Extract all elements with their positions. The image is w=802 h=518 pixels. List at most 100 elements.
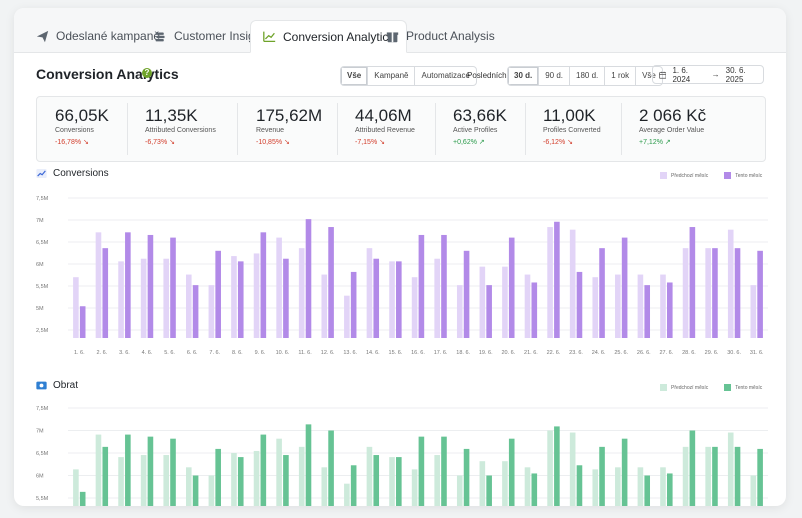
type-filter: Vše Kampaně Automatizace xyxy=(340,66,477,86)
bar-this-month xyxy=(305,424,312,506)
bar-this-month xyxy=(463,250,470,338)
kpi-label: Active Profiles xyxy=(453,127,498,134)
bar-previous-month xyxy=(185,274,192,338)
conversions-legend: Předchozí měsíc Tento měsíc xyxy=(660,172,762,179)
bar-this-month xyxy=(237,261,244,338)
bar-this-month xyxy=(237,457,244,506)
kpi-value: 11,35K xyxy=(145,106,198,125)
bar-this-month xyxy=(666,282,673,338)
x-tick-label: 19. 6. xyxy=(479,350,493,354)
bar-this-month xyxy=(734,248,741,338)
bar-previous-month xyxy=(592,469,599,506)
bar-previous-month xyxy=(163,455,170,506)
bar-this-month xyxy=(644,475,651,506)
bar-this-month xyxy=(147,234,154,338)
y-tick-label: 5M xyxy=(36,306,44,312)
tab-odeslane-kampane[interactable]: Odeslané kampaně xyxy=(24,20,172,52)
x-tick-label: 5. 6. xyxy=(164,350,175,354)
y-tick-label: 7M xyxy=(36,429,44,435)
x-tick-label: 18. 6. xyxy=(456,350,470,354)
tab-label: Product Analysis xyxy=(406,29,495,43)
kpi-change: +7,12% ↗ xyxy=(639,139,671,146)
x-tick-label: 30. 6. xyxy=(727,350,741,354)
x-tick-label: 8. 6. xyxy=(232,350,243,354)
bar-previous-month xyxy=(502,461,508,506)
kpi-value: 44,06M xyxy=(355,106,412,125)
type-option-automations[interactable]: Automatizace xyxy=(421,71,470,80)
bar-previous-month xyxy=(344,295,350,338)
help-icon[interactable]: ? xyxy=(142,68,152,78)
tab-label: Conversion Analytics xyxy=(283,29,395,44)
period-option-all[interactable]: Vše xyxy=(642,71,656,80)
legend-swatch-prev xyxy=(660,384,667,391)
period-option-1y[interactable]: 1 rok xyxy=(605,67,637,85)
bar-this-month xyxy=(283,455,289,506)
bar-previous-month xyxy=(547,227,553,338)
period-option-30d[interactable]: 30 d. xyxy=(508,67,540,85)
bar-this-month xyxy=(170,438,176,506)
kpi-value: 66,05K xyxy=(55,106,109,125)
bar-previous-month xyxy=(389,261,395,338)
trend-down-icon: ↘ xyxy=(567,139,574,146)
bar-this-month xyxy=(486,475,492,506)
obrat-section-title: Obrat xyxy=(36,380,78,391)
bar-previous-month xyxy=(231,453,237,506)
bar-this-month xyxy=(260,232,267,338)
tab-customer-insights[interactable]: Customer Insights xyxy=(142,20,283,52)
kpi-value: 175,62M xyxy=(256,106,323,125)
bar-this-month xyxy=(102,248,109,338)
x-tick-label: 31. 6. xyxy=(750,350,764,354)
tab-bar: Odeslané kampaně Customer Insights Conve… xyxy=(14,8,786,53)
bar-previous-month xyxy=(118,457,124,506)
y-tick-label: 7,5M xyxy=(36,406,49,412)
bar-previous-month xyxy=(298,248,305,338)
obrat-chart: 5,5M 6M 6,5M 7M 7,5M xyxy=(36,406,768,506)
legend-label-prev: Předchozí měsíc xyxy=(671,384,709,391)
bar-this-month xyxy=(125,434,131,506)
bar-previous-month xyxy=(95,232,102,338)
date-range-picker[interactable]: 1. 6. 2024 → 30. 6. 2025 xyxy=(652,65,764,84)
bar-this-month xyxy=(734,446,741,506)
trend-up-icon: ↗ xyxy=(664,139,671,146)
y-tick-label: 5,5M xyxy=(36,496,49,502)
bar-previous-month xyxy=(434,455,440,506)
trend-down-icon: ↘ xyxy=(169,139,176,146)
app-window: Odeslané kampaně Customer Insights Conve… xyxy=(14,8,786,506)
bar-previous-month xyxy=(615,467,621,506)
bar-previous-month xyxy=(660,467,666,506)
conversions-chart: 2,5M 5M 5,5M 6M 6,5M 7M 7,5M 1. 6. 2. 6. 3. 6. 4. … xyxy=(36,196,768,354)
date-arrow: → xyxy=(711,70,720,79)
bar-this-month xyxy=(712,248,718,338)
tab-conversion-analytics[interactable]: Conversion Analytics xyxy=(250,20,408,53)
y-tick-label: 2,5M xyxy=(36,328,49,334)
bar-previous-month xyxy=(569,229,576,338)
period-option-180d[interactable]: 180 d. xyxy=(570,67,606,85)
bar-this-month xyxy=(79,491,86,506)
trend-up-icon: ↗ xyxy=(478,139,485,146)
x-tick-label: 27. 6. xyxy=(660,350,674,354)
period-option-90d[interactable]: 90 d. xyxy=(539,67,571,85)
y-tick-label: 6M xyxy=(36,474,44,480)
type-option-all[interactable]: Vše xyxy=(341,67,369,85)
x-tick-label: 26. 6. xyxy=(637,350,651,354)
x-tick-label: 12. 6. xyxy=(321,350,335,354)
bar-this-month xyxy=(79,306,86,338)
bar-this-month xyxy=(328,430,334,506)
bar-previous-month xyxy=(479,266,486,338)
bar-previous-month xyxy=(276,237,282,338)
bar-previous-month xyxy=(208,475,215,506)
tab-product-analysis[interactable]: Product Analysis xyxy=(374,20,507,52)
bar-previous-month xyxy=(163,258,170,338)
bar-previous-month xyxy=(434,258,440,338)
kpi-value: 11,00K xyxy=(543,106,596,125)
type-option-campaigns[interactable]: Kampaně xyxy=(368,67,416,85)
kpi-label: Conversions xyxy=(55,127,94,134)
bar-this-month xyxy=(621,438,628,506)
bar-previous-month xyxy=(502,266,508,338)
legend-swatch-cur xyxy=(724,384,732,391)
kpi-label: Revenue xyxy=(256,127,285,134)
bar-this-month xyxy=(644,285,651,338)
legend-label-cur: Tento měsíc xyxy=(735,172,763,179)
tab-label: Customer Insights xyxy=(174,29,271,43)
x-tick-label: 1. 6. xyxy=(74,350,85,354)
